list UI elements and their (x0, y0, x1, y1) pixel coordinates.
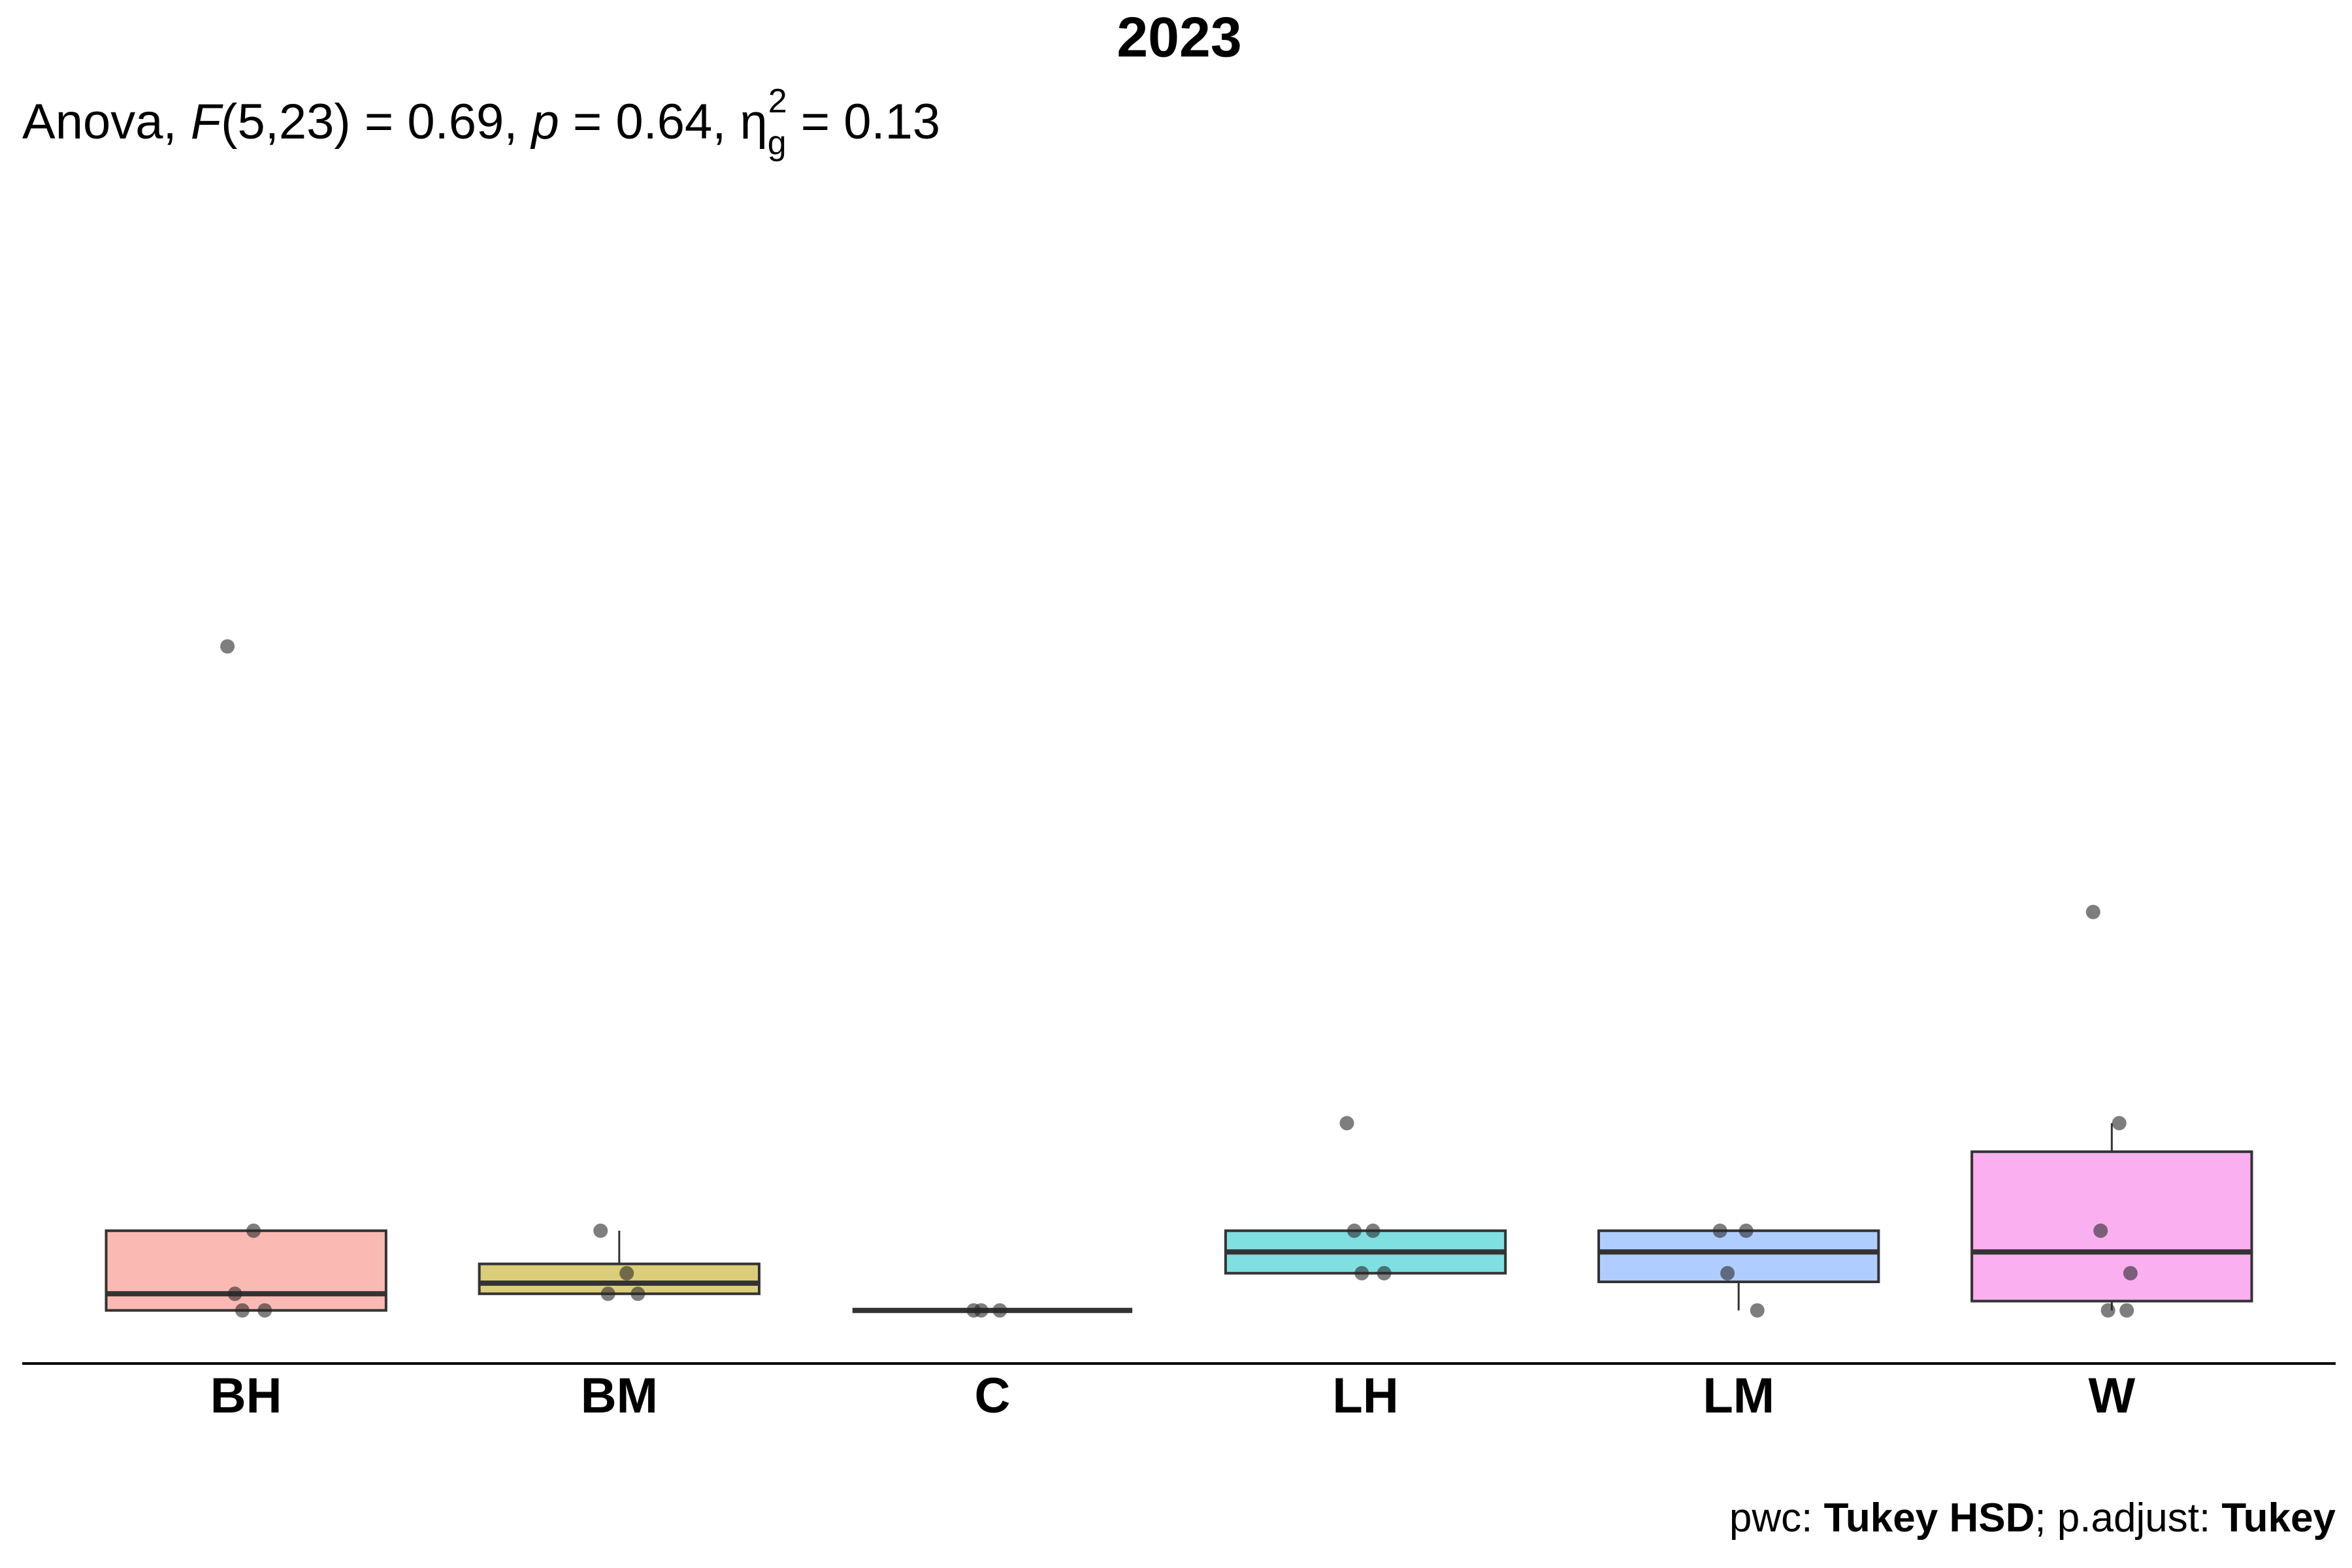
chart-title: 2023 (1117, 7, 1241, 69)
data-point (1347, 1223, 1362, 1238)
data-point (1739, 1223, 1754, 1238)
data-point (1354, 1266, 1369, 1281)
box (478, 1262, 760, 1296)
data-point (246, 1223, 261, 1238)
subtitle-part: (5,23) = 0.69, (221, 94, 531, 150)
box (1970, 1150, 2253, 1303)
chart-caption: pwc: Tukey HSD; p.adjust: Tukey (1729, 1495, 2336, 1541)
subtitle-part: Anova, (22, 94, 191, 150)
subtitle-part: p (530, 94, 559, 150)
data-point (992, 1303, 1007, 1318)
data-point (220, 639, 235, 654)
box (105, 1229, 387, 1312)
subtitle-part: 2 (768, 82, 787, 120)
data-point (1377, 1266, 1392, 1281)
caption-part: ; p.adjust: (2034, 1495, 2221, 1541)
data-point (227, 1286, 242, 1301)
data-point (2100, 1303, 2115, 1318)
data-point (1720, 1266, 1735, 1281)
chart-subtitle: Anova, F(5,23) = 0.69, p = 0.64, ηg 2 = 0… (22, 82, 940, 162)
caption-part: pwc: (1729, 1495, 1824, 1541)
data-point (1712, 1223, 1727, 1238)
data-point (2123, 1266, 2138, 1281)
x-tick-label: LH (1332, 1368, 1398, 1424)
x-tick-label: C (974, 1368, 1010, 1424)
data-point (235, 1303, 250, 1318)
data-point (1750, 1303, 1765, 1318)
data-point (2093, 1223, 2108, 1238)
data-point (593, 1223, 608, 1238)
subtitle-part: = 0.64, (559, 94, 740, 150)
x-tick-label: BM (581, 1368, 658, 1424)
data-point (257, 1303, 272, 1318)
data-point (630, 1286, 645, 1301)
data-point (1339, 1116, 1354, 1131)
subtitle-part: = 0.13 (787, 94, 941, 150)
data-point (973, 1303, 988, 1318)
data-point (600, 1286, 615, 1301)
box (1597, 1229, 1880, 1283)
subtitle-part: η (740, 94, 768, 150)
data-point (2119, 1303, 2134, 1318)
data-point (619, 1266, 634, 1281)
subtitle-part: g (768, 124, 787, 162)
data-point (2085, 904, 2100, 919)
x-tick-label: BH (210, 1368, 282, 1424)
x-tick-label: LM (1703, 1368, 1774, 1424)
caption-part: Tukey (2221, 1495, 2336, 1541)
x-tick-label: W (2088, 1368, 2135, 1424)
caption-part: Tukey HSD (1824, 1495, 2035, 1541)
data-point (2112, 1116, 2127, 1131)
subtitle-part: F (191, 94, 223, 150)
data-point (1365, 1223, 1380, 1238)
